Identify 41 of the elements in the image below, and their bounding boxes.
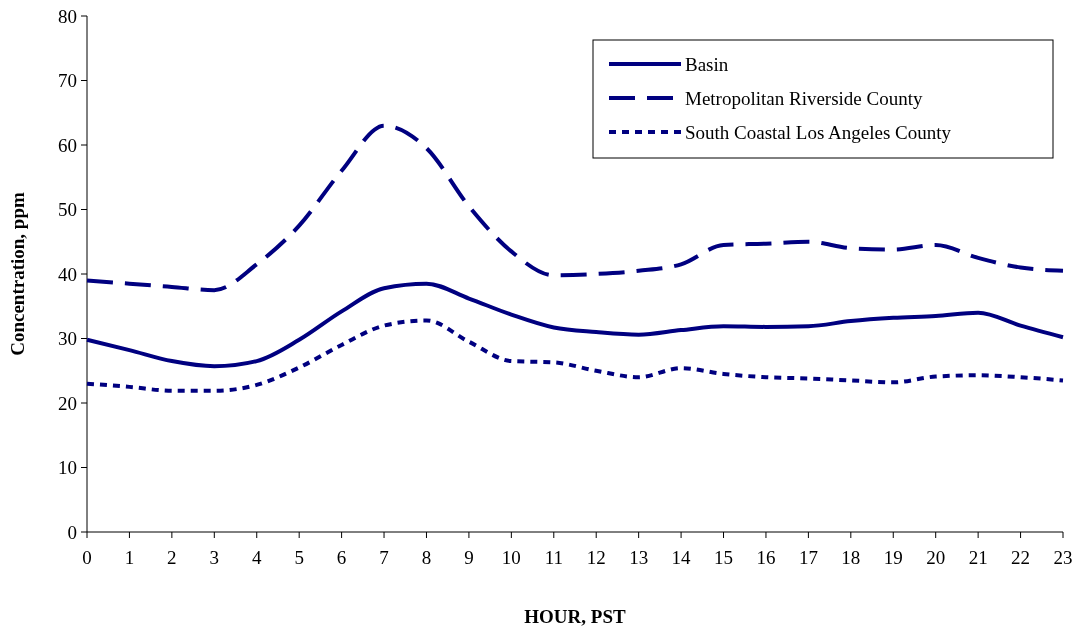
x-tick-label: 5 [294, 547, 304, 568]
x-tick-label: 0 [82, 547, 92, 568]
line-series [85, 318, 1065, 393]
y-tick-label: 40 [58, 263, 77, 285]
y-tick-label: 0 [67, 521, 77, 543]
x-tick-label: 15 [714, 547, 734, 568]
x-axis-title: HOUR, PST [524, 606, 626, 627]
x-tick-label: 6 [336, 547, 347, 568]
y-tick-label: 50 [58, 199, 77, 221]
x-tick-label: 10 [501, 547, 521, 568]
y-tick-label: 70 [58, 70, 77, 92]
x-tick-label: 13 [629, 547, 649, 568]
x-tick-label: 23 [1053, 547, 1073, 568]
y-tick-label: 20 [58, 392, 77, 414]
y-tick-label: 10 [58, 457, 77, 479]
x-tick-label: 16 [756, 547, 776, 568]
x-tick-label: 1 [124, 547, 135, 568]
x-tick-label: 20 [926, 547, 946, 568]
legend-label: Metropolitan Riverside County [685, 87, 923, 109]
line-series [85, 123, 1065, 293]
x-tick-label: 17 [798, 547, 818, 568]
x-tick-label: 12 [586, 547, 606, 568]
y-tick-label: 60 [58, 134, 77, 156]
legend-label: South Coastal Los Angeles County [685, 121, 952, 143]
legend-label: Basin [685, 53, 729, 75]
line-series [85, 281, 1065, 369]
x-tick-label: 7 [379, 547, 389, 568]
y-tick-label: 80 [58, 5, 77, 27]
x-tick-label: 14 [671, 547, 692, 568]
x-tick-label: 9 [464, 547, 474, 568]
x-tick-label: 2 [167, 547, 177, 568]
x-tick-label: 22 [1011, 547, 1031, 568]
x-tick-label: 3 [209, 547, 220, 568]
y-tick-label: 30 [58, 328, 77, 350]
y-axis-title: Concentration, ppm [7, 192, 28, 356]
x-tick-label: 11 [544, 547, 563, 568]
x-tick-label: 4 [251, 547, 262, 568]
x-tick-label: 21 [968, 547, 988, 568]
x-tick-label: 8 [421, 547, 432, 568]
x-tick-label: 19 [883, 547, 903, 568]
x-tick-label: 18 [841, 547, 861, 568]
